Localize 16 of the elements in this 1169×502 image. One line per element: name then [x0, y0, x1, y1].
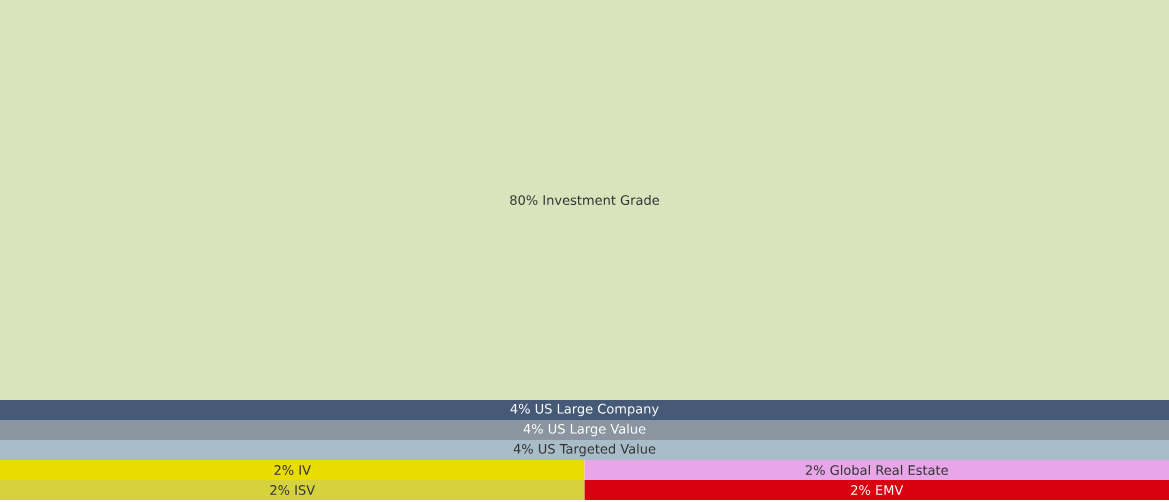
data-label: 2%: [270, 485, 290, 496]
data-label: 4%: [523, 424, 543, 434]
category-label: US Targeted Value: [538, 443, 656, 457]
category-label: Investment Grade: [543, 195, 660, 206]
category-label: Global Real Estate: [830, 465, 948, 476]
data-label: 4%: [513, 444, 533, 454]
data-label: 2%: [851, 485, 871, 496]
category-label: US Large Company: [535, 404, 659, 417]
category-label: US Large Value: [548, 423, 646, 437]
category-label: ISV: [295, 485, 316, 496]
category-label: IV: [299, 465, 311, 475]
data-label: 2%: [805, 465, 825, 476]
data-label: 4%: [510, 404, 530, 414]
data-label: 80%: [510, 195, 538, 206]
category-label: EMV: [876, 485, 904, 495]
data-label: 2%: [274, 465, 294, 476]
